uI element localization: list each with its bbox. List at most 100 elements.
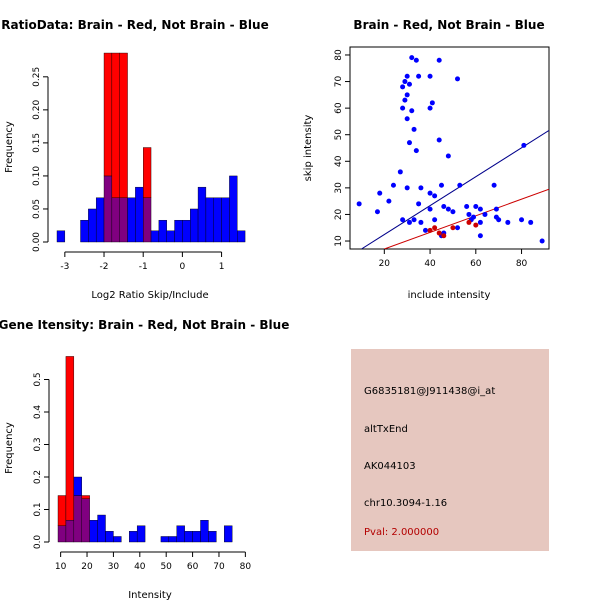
intensity-histogram-bar-not-brain (192, 531, 201, 543)
scatter-point-not-brain (377, 190, 383, 196)
scatter-point-brain (466, 219, 472, 225)
scatter-point-not-brain (418, 185, 424, 191)
scatter-point-not-brain (528, 219, 534, 225)
scatter-point-not-brain (438, 182, 444, 188)
intensity-histogram-bar-not-brain (208, 531, 217, 543)
intensity-histogram-bar-not-brain (73, 476, 82, 496)
scatter-point-not-brain (386, 198, 392, 204)
scatter-xlabel: include intensity (408, 290, 491, 301)
ratio-histogram-bar-overlap (103, 175, 113, 243)
ratio-histogram-bar-not-brain (150, 230, 160, 243)
scatter-point-brain (473, 222, 479, 228)
scatter-point-not-brain (404, 185, 410, 191)
pval-text: Pval: 2.000000 (364, 527, 440, 538)
scatter-y-tick-label: 60 (334, 102, 344, 114)
intensity-histogram-bar-not-brain (136, 525, 146, 543)
scatter-point-brain (450, 225, 456, 231)
scatter-fit-lines (361, 130, 549, 249)
scatter-point-brain (427, 227, 433, 233)
scatter-point-not-brain (404, 73, 410, 79)
intensity-histogram-bar-not-brain (97, 514, 106, 543)
event-type-text: altTxEnd (364, 424, 408, 435)
intensity-histogram-bar-not-brain (105, 531, 114, 543)
scatter-x-tick-label: 20 (379, 259, 391, 269)
ratio-histogram-bar-not-brain (80, 219, 89, 243)
intensity-histogram-bar-overlap (57, 525, 67, 543)
intensity-histogram-bar-not-brain (200, 520, 209, 543)
intensity-histogram-bar-not-brain (224, 525, 233, 543)
ratio-histogram-x-tick-label: -2 (100, 262, 109, 272)
ratio-histogram-y-tick-label: 0.05 (32, 199, 42, 219)
scatter-point-not-brain (411, 217, 417, 223)
scatter-point-brain (432, 225, 438, 231)
ratio-histogram-ylabel: Frequency (4, 121, 15, 173)
scatter-point-not-brain (457, 182, 463, 188)
intensity-histogram-bar-brain (81, 495, 90, 499)
scatter-point-not-brain (409, 108, 415, 114)
scatter-point-not-brain (411, 126, 417, 132)
scatter-point-not-brain (464, 203, 470, 209)
scatter-point-not-brain (356, 201, 362, 207)
scatter-point-not-brain (413, 57, 419, 63)
scatter-point-not-brain (455, 225, 461, 231)
scatter-ylabel: skip intensity (303, 115, 314, 182)
scatter-y-tick-label: 50 (334, 129, 344, 141)
scatter-point-not-brain (505, 219, 511, 225)
intensity-histogram-bar-not-brain (160, 536, 170, 543)
scatter-plot-box (349, 46, 550, 250)
scatter-point-not-brain (493, 206, 499, 212)
ratio-histogram-bar-not-brain (158, 219, 167, 243)
scatter-point-not-brain (477, 219, 483, 225)
intensity-histogram-bar-brain (57, 495, 67, 526)
ratio-histogram-x-tick-label: -3 (60, 262, 69, 272)
scatter-point-not-brain (445, 153, 451, 159)
scatter-point-not-brain (427, 190, 433, 196)
ratio-histogram-bar-overlap (111, 197, 120, 243)
scatter-point-not-brain (390, 182, 396, 188)
intensity-histogram-ylabel: Frequency (4, 422, 15, 474)
ratio-histogram-xlabel: Log2 Ratio Skip/Include (91, 290, 208, 301)
scatter-point-not-brain (519, 217, 525, 223)
ratio-histogram-y-tick-label: 0.20 (32, 100, 42, 120)
scatter-point-not-brain (429, 100, 435, 106)
intensity-histogram-panel: Gene Itensity: Brain - Red, Not Brain - … (0, 318, 289, 600)
scatter-point-not-brain (436, 137, 442, 143)
ratio-histogram-bar-brain (103, 52, 113, 177)
intensity-histogram-x-tick-label: 10 (55, 562, 67, 572)
intensity-histogram-x-tick-label: 80 (240, 562, 252, 572)
scatter-y-tick-label: 80 (334, 49, 344, 61)
ratio-histogram-bar-not-brain (213, 197, 222, 243)
probe-info-panel: G6835181@J911438@i_at altTxEnd AK044103 … (351, 349, 549, 551)
intensity-histogram-x-tick-label: 30 (108, 562, 120, 572)
ratio-histogram-bars (56, 52, 246, 243)
scatter-y-tick-label: 40 (334, 155, 344, 167)
ratio-histogram-y-tick-label: 0.00 (32, 232, 42, 252)
ratio-histogram-x-tick-label: 0 (180, 262, 186, 272)
intensity-histogram-bar-not-brain (129, 531, 138, 543)
intensity-histogram-x-tick-label: 60 (187, 562, 199, 572)
intensity-histogram-bar-not-brain (113, 536, 122, 543)
scatter-point-not-brain (445, 206, 451, 212)
scatter-point-not-brain (416, 201, 422, 207)
scatter-point-brain (441, 233, 447, 239)
scatter-point-not-brain (482, 211, 488, 217)
scatter-point-not-brain (427, 73, 433, 79)
scatter-point-not-brain (406, 140, 412, 146)
ratio-histogram-axes: -3 -2 -1 0 1 0.00 0.05 0.10 0.15 0.20 0.25 (32, 67, 224, 272)
ratio-histogram-bar-not-brain (221, 197, 230, 243)
scatter-x-tick-label: 80 (516, 259, 528, 269)
intensity-histogram-bar-overlap (81, 498, 90, 543)
ratio-histogram-bar-not-brain (95, 197, 105, 243)
scatter-point-not-brain (406, 81, 412, 87)
scatter-point-not-brain (539, 238, 545, 244)
scatter-point-not-brain (473, 203, 479, 209)
scatter-point-not-brain (427, 105, 433, 111)
intensity-histogram-xlabel: Intensity (128, 590, 172, 600)
intensity-histogram-bar-brain (65, 356, 75, 521)
scatter-x-tick-label: 60 (470, 259, 482, 269)
intensity-histogram-x-tick-label: 20 (81, 562, 93, 572)
scatter-point-not-brain (416, 73, 422, 79)
ratio-histogram-bar-brain (143, 147, 152, 198)
scatter-point-not-brain (496, 217, 502, 223)
